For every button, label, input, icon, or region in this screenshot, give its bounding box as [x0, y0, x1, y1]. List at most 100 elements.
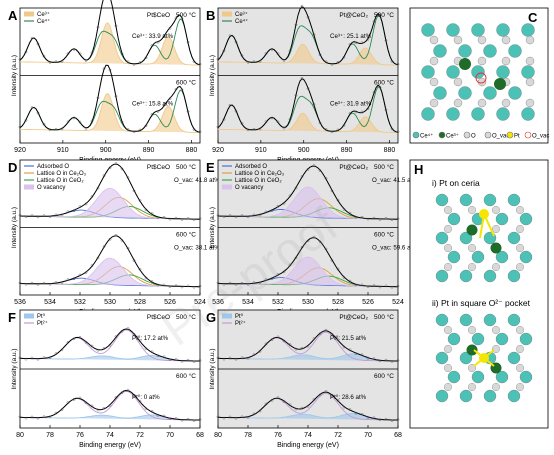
ce4-atom: [459, 193, 473, 207]
o-atom: [444, 326, 453, 335]
data-point: [108, 68, 112, 72]
data-point: [84, 59, 88, 62]
ce4-atom: [447, 370, 461, 384]
fraction-annotation: Pt⁰: 28.6 at%: [330, 394, 367, 401]
legend-atom: [484, 131, 492, 139]
data-point: [384, 358, 388, 362]
data-point: [378, 418, 382, 422]
o-atom: [444, 345, 453, 354]
envelope-curve: [217, 237, 398, 288]
data-point: [264, 402, 268, 406]
data-point: [144, 124, 148, 128]
fraction-annotation: O_vac: 59.6 at%: [372, 245, 418, 252]
data-point: [390, 360, 394, 363]
structure-frame: [409, 159, 549, 429]
data-point: [258, 409, 262, 413]
data-point: [108, 403, 112, 407]
data-point: [90, 344, 94, 348]
data-point: [216, 281, 220, 285]
x-tick-label: 76: [76, 432, 84, 439]
o-atom: [468, 326, 477, 335]
data-point: [360, 110, 364, 114]
data-point: [276, 396, 280, 400]
ce4-atom: [496, 23, 510, 37]
data-point: [126, 388, 130, 392]
data-point: [96, 256, 100, 260]
x-tick-label: 900: [100, 147, 112, 154]
data-point: [78, 52, 82, 56]
temperature-label: 500 °C: [374, 163, 394, 171]
data-point: [54, 127, 58, 131]
data-point: [294, 407, 298, 411]
data-point: [120, 239, 124, 242]
o-atom: [444, 205, 453, 214]
ce4-atom: [435, 231, 449, 245]
panel-letter: H: [414, 162, 423, 177]
sample-label: Pt@CeO₂: [339, 12, 368, 19]
data-point: [384, 39, 388, 42]
data-point: [102, 347, 106, 350]
component-fill-0: [20, 414, 200, 421]
panel-b: BBinding energy (eV)Intensity (a.u.)9209…: [206, 4, 400, 164]
ce4-atom: [483, 389, 497, 403]
panel-letter: E: [206, 160, 215, 175]
ce4-atom: [447, 212, 461, 226]
data-point: [384, 108, 388, 112]
x-tick-label: 524: [392, 299, 404, 306]
data-point: [96, 25, 100, 29]
x-tick-label: 910: [57, 147, 69, 154]
ce4-atom: [446, 107, 460, 121]
ce4-atom: [421, 23, 435, 37]
o-atom: [444, 383, 453, 392]
data-point: [276, 52, 280, 56]
legend-label: Pt²⁺: [37, 320, 48, 327]
data-point: [294, 347, 298, 351]
o-atom: [453, 35, 463, 45]
data-point: [336, 338, 340, 342]
data-point: [246, 282, 250, 286]
data-point: [342, 276, 346, 279]
data-point: [294, 94, 298, 97]
data-point: [174, 16, 178, 20]
data-point: [30, 214, 34, 217]
data-point: [246, 356, 250, 360]
envelope-curve: [19, 235, 200, 288]
data-point: [42, 214, 46, 217]
data-point: [228, 281, 232, 285]
fraction-annotation: Ce³⁺: 33.9 at%: [132, 33, 174, 40]
x-tick-label: 524: [194, 299, 206, 306]
data-point: [330, 394, 334, 397]
legend-atom: [438, 131, 446, 139]
component-fill-3: [20, 188, 200, 220]
data-point: [138, 128, 142, 132]
data-point: [240, 214, 244, 217]
data-point: [132, 332, 136, 336]
legend-atom: [524, 131, 532, 139]
data-point: [396, 418, 400, 421]
ce4-atom: [519, 212, 533, 226]
data-point: [150, 212, 154, 215]
data-point: [84, 340, 88, 344]
data-point: [18, 281, 22, 285]
data-point: [336, 267, 340, 271]
ce4-atom: [458, 44, 472, 58]
x-tick-label: 920: [14, 147, 26, 154]
data-point: [144, 208, 148, 212]
data-point: [306, 404, 310, 408]
data-point: [354, 110, 358, 114]
o-atom: [525, 35, 535, 45]
data-point: [348, 112, 352, 115]
data-point: [114, 24, 118, 28]
o-atom: [477, 35, 487, 45]
x-axis-label: Binding energy (eV): [277, 442, 339, 449]
o-atom: [453, 77, 463, 87]
data-point: [48, 282, 52, 286]
data-point: [270, 277, 274, 280]
data-point: [318, 240, 322, 244]
data-point: [72, 209, 76, 212]
x-tick-label: 910: [255, 147, 267, 154]
data-point: [36, 357, 40, 361]
data-point: [156, 413, 160, 417]
data-point: [324, 390, 328, 393]
data-point: [180, 218, 184, 221]
